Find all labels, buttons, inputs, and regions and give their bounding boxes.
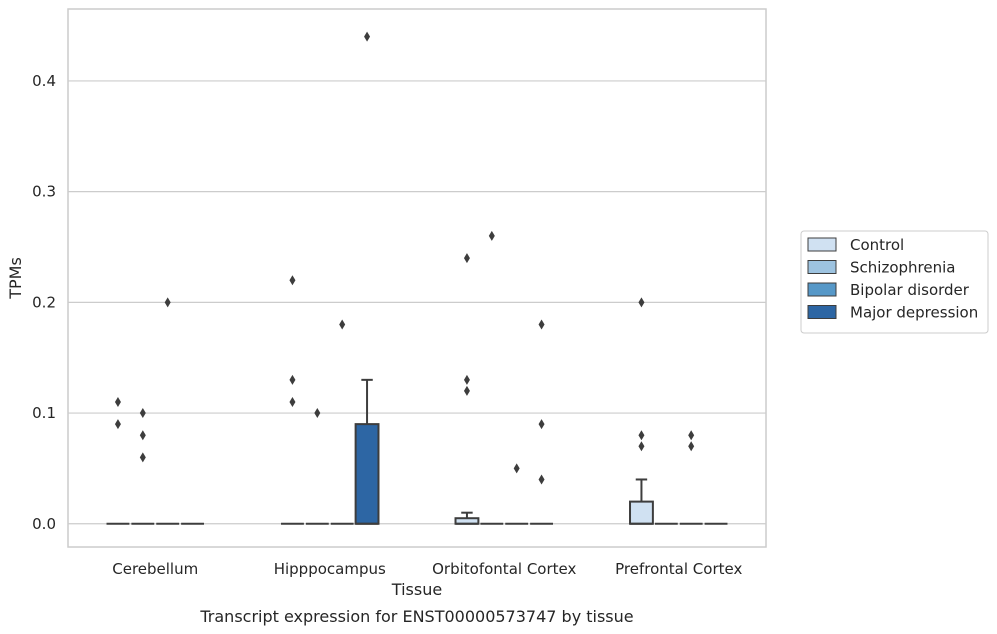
y-axis-label: TPMs [6,257,25,300]
outlier-point [139,408,146,419]
legend-swatch [807,260,837,274]
plot-area-frame [67,8,767,548]
outlier-point [289,275,296,286]
outlier-point [314,408,321,419]
outlier-point [463,253,470,264]
box [629,500,654,525]
outlier-point [463,385,470,396]
legend-label: Major depression [850,304,978,322]
outlier-point [289,396,296,407]
outlier-point [488,230,495,241]
outlier-point [688,441,695,452]
outlier-point [513,463,520,474]
y-tick-label: 0.2 [32,293,56,311]
outlier-point [139,452,146,463]
outlier-point [114,396,121,407]
legend-swatch [807,282,837,297]
outlier-point [139,430,146,441]
chart-caption: Transcript expression for ENST0000057374… [199,607,633,626]
legend-frame [800,230,989,334]
outlier-point [638,297,645,308]
gridlines [68,80,766,525]
legend: Control Schizophrenia Bipolar disorder Majo… [800,230,989,334]
outlier-point [638,441,645,452]
outlier-point [339,319,346,330]
outlier-point [114,419,121,430]
outlier-point [538,474,545,485]
outlier-point [638,430,645,441]
legend-label: Bipolar disorder [850,281,970,299]
boxes [106,378,728,525]
outlier-point [538,419,545,430]
outlier-point [688,430,695,441]
legend-label: Schizophrenia [850,259,955,277]
outliers [114,31,695,485]
x-tick-label: Cerebellum [112,560,198,578]
outlier-point [289,374,296,385]
y-tick-label: 0.0 [32,515,56,533]
x-axis-ticks: Cerebellum Hipppocampus Orbitofontal Corte… [112,560,742,578]
x-axis-label: Tissue [391,580,442,599]
legend-swatch [807,237,837,252]
outlier-point [463,374,470,385]
y-tick-label: 0.3 [32,183,56,201]
outlier-point [364,31,371,42]
y-tick-label: 0.4 [32,72,56,90]
legend-swatch [807,305,837,319]
outlier-point [538,319,545,330]
x-tick-label: Prefrontal Cortex [615,560,742,578]
outlier-point [164,297,171,308]
x-tick-label: Hipppocampus [274,560,386,578]
x-tick-label: Orbitofontal Cortex [432,560,576,578]
y-axis-ticks: 0.0 0.1 0.2 0.3 0.4 [32,72,56,533]
legend-label: Control [850,236,904,254]
y-tick-label: 0.1 [32,404,56,422]
box [354,423,380,525]
